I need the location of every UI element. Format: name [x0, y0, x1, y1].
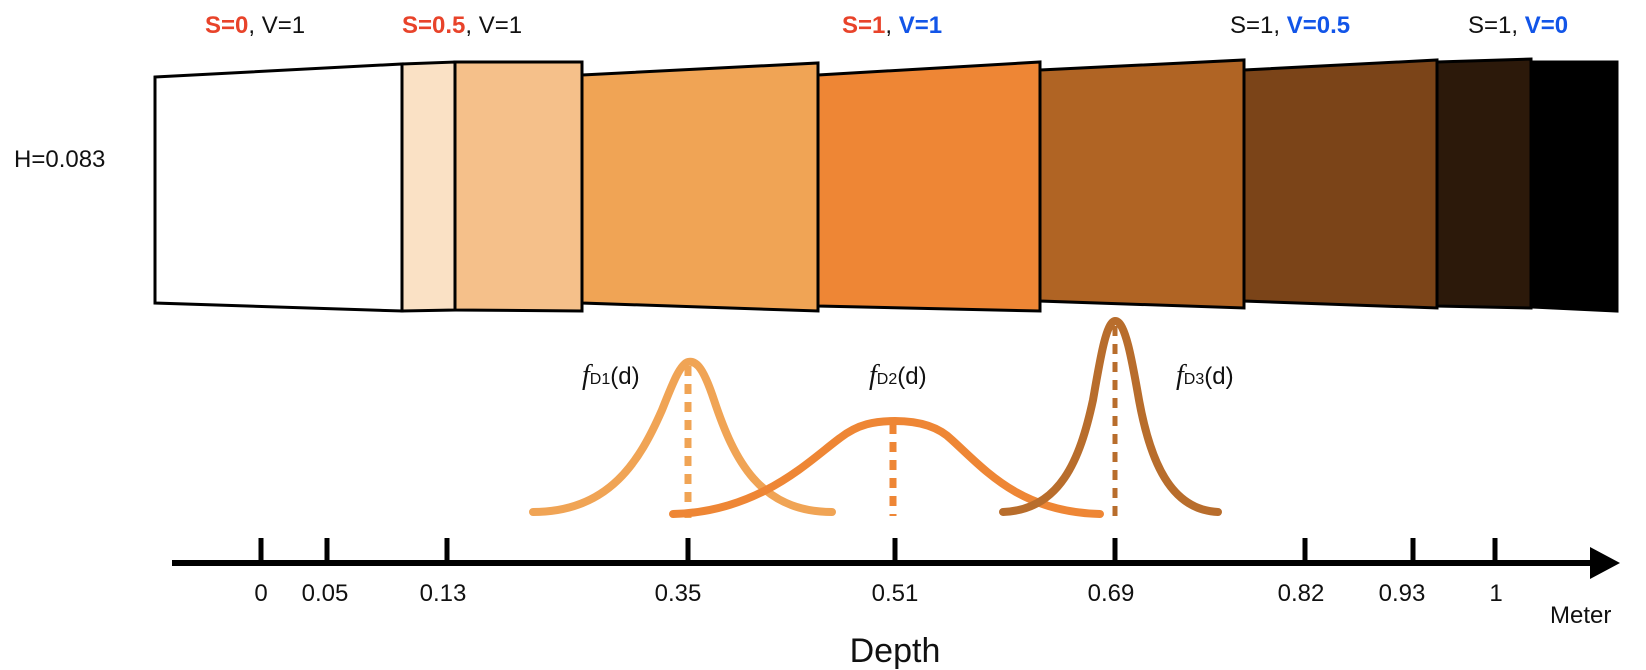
tone-label-s0-v1: S=0, V=1	[205, 12, 305, 39]
color-block-6	[1038, 58, 1246, 310]
tick-label: 0.35	[655, 580, 702, 607]
tick-label: 0.51	[872, 580, 919, 607]
tone-labels: S=0, V=1 S=0.5, V=1 S=1, V=1 S=1, V=0.5 …	[205, 12, 1568, 39]
axis-arrowhead	[1590, 547, 1620, 579]
axis-unit: Meter	[1550, 602, 1611, 629]
color-block-5	[816, 60, 1042, 313]
tick-label: 0.93	[1379, 580, 1426, 607]
tick-label: 1	[1489, 580, 1502, 607]
tone-label-s05-v1: S=0.5, V=1	[402, 12, 522, 39]
distribution-curve-d2	[669, 416, 1104, 518]
curve-label-d1: fD1(d)	[582, 360, 640, 391]
tick-label: 0.69	[1088, 580, 1135, 607]
color-strip	[153, 57, 1619, 313]
color-block-9	[1529, 60, 1619, 313]
tick-label: 0.13	[420, 580, 467, 607]
color-block-4	[580, 61, 820, 313]
color-block-3	[453, 60, 584, 313]
depth-distributions	[529, 317, 1222, 518]
color-block-8	[1435, 57, 1533, 310]
axis-title: Depth	[850, 632, 941, 670]
color-block-2	[400, 60, 457, 313]
tick-label: 0.05	[302, 580, 349, 607]
color-block-1	[153, 62, 404, 313]
tick-label: 0.82	[1278, 580, 1325, 607]
color-block-7	[1242, 58, 1439, 310]
tone-label-s1-v1: S=1, V=1	[842, 12, 942, 39]
tone-label-s1-v05: S=1, V=0.5	[1230, 12, 1350, 39]
distribution-curve-d1	[529, 357, 836, 516]
tone-label-s1-v0: S=1, V=0	[1468, 12, 1568, 39]
hue-label: H=0.083	[14, 146, 105, 173]
tick-label: 0	[254, 580, 267, 607]
depth-axis: 0 0.05 0.13 0.35 0.51 0.69 0.82 0.93 1 M…	[172, 538, 1620, 670]
distribution-curve-d3	[999, 317, 1222, 516]
curve-labels: fD1(d) fD2(d) fD3(d)	[582, 360, 1234, 391]
curve-label-d3: fD3(d)	[1176, 360, 1234, 391]
curve-label-d2: fD2(d)	[869, 360, 927, 391]
